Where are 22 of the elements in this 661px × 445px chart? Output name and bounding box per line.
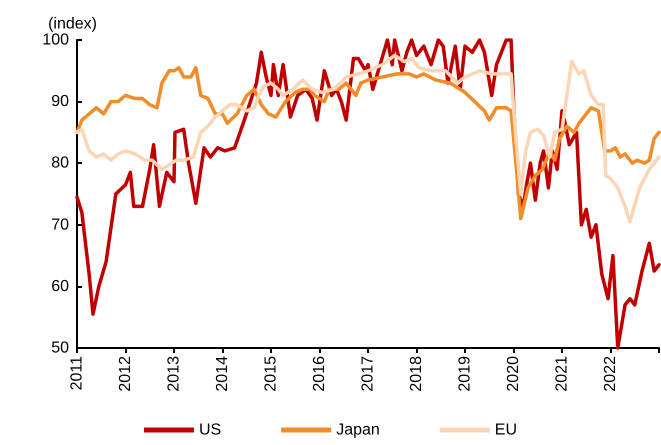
x-tick-label: 2011 <box>68 356 86 390</box>
y-tick-label: 70 <box>51 216 70 234</box>
y-tick-label: 60 <box>51 278 70 295</box>
x-tick-label: 2015 <box>262 356 280 392</box>
y-tick-label: 90 <box>51 93 70 110</box>
x-tick-label: 2019 <box>456 356 474 392</box>
y-tick-label: 100 <box>42 32 70 48</box>
y-tick-label: 50 <box>51 340 70 356</box>
y-tick-label: 80 <box>51 154 70 172</box>
x-tick-label: 2016 <box>311 356 328 392</box>
x-tick-label: 2022 <box>602 356 619 392</box>
x-tick-label: 2012 <box>117 356 134 392</box>
x-tick-label: 2014 <box>214 356 231 392</box>
legend-label: EU <box>494 422 518 438</box>
legend-label: Japan <box>336 422 380 438</box>
x-tick-label: 2018 <box>408 356 425 392</box>
x-tick-label: 2021 <box>554 356 570 392</box>
y-axis-title: (index) <box>48 16 97 32</box>
legend-label: US <box>198 422 222 438</box>
x-tick-label: 2017 <box>360 356 376 392</box>
x-tick-label: 2020 <box>505 356 522 392</box>
x-tick-label: 2013 <box>166 356 182 392</box>
